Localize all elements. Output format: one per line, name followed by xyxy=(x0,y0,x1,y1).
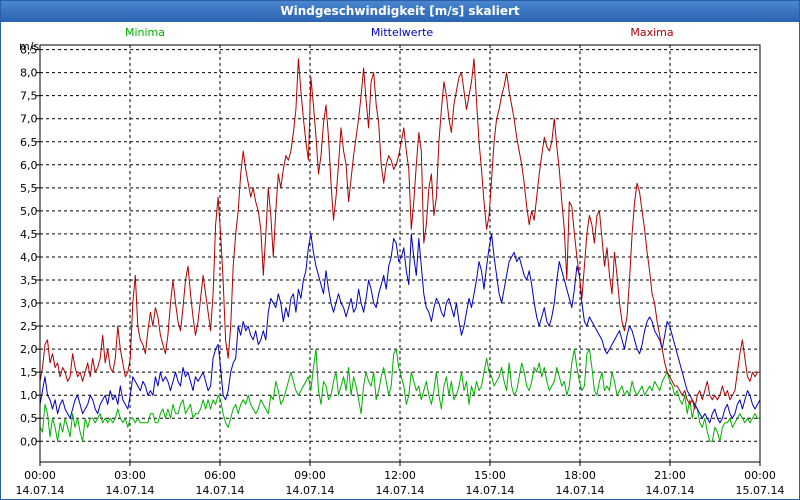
window-title: Windgeschwindigkeit [m/s] skaliert xyxy=(1,1,799,22)
x-tick-time: 21:00 xyxy=(654,469,686,482)
series-line-minima xyxy=(39,348,760,442)
grid-lines xyxy=(40,45,760,462)
y-tick-label: 7,0 xyxy=(20,113,38,126)
x-tick-date: 14.07.14 xyxy=(106,484,155,497)
x-tick-date: 14.07.14 xyxy=(286,484,335,497)
x-axis-ticks: 00:00 14.07.14 03:00 14.07.14 06:00 14.07.14 0… xyxy=(16,462,785,497)
y-tick-label: 8,0 xyxy=(20,67,38,80)
y-tick-label: 7,5 xyxy=(20,90,38,103)
y-tick-label: 3,0 xyxy=(20,297,38,310)
y-tick-label: 3,5 xyxy=(20,274,38,287)
y-axis-label: m/s xyxy=(19,40,39,53)
legend-entry-maxima: Maxima xyxy=(630,26,673,39)
y-tick-label: 4,0 xyxy=(20,251,38,264)
y-tick-label: 5,0 xyxy=(20,205,38,218)
y-tick-label: 1,0 xyxy=(20,389,38,402)
x-tick-time: 12:00 xyxy=(384,469,416,482)
series-lines xyxy=(39,58,761,442)
series-line-mittelwerte xyxy=(39,233,761,424)
y-tick-label: 0,0 xyxy=(20,435,38,448)
y-tick-label: 4,5 xyxy=(20,228,38,241)
y-tick-label: 0,5 xyxy=(20,412,38,425)
legend-entry-mittelwerte: Mittelwerte xyxy=(371,26,434,39)
y-tick-label: 1,5 xyxy=(20,366,38,379)
x-tick-date: 14.07.14 xyxy=(646,484,695,497)
y-axis-ticks: 0,0 0,5 1,0 1,5 2,0 2,5 3,0 3,5 4,0 4,5 5,0 5,5 6,0 6… xyxy=(20,44,40,448)
x-tick-time: 03:00 xyxy=(114,469,146,482)
x-tick-time: 06:00 xyxy=(204,469,236,482)
legend-entry-minima: Minima xyxy=(125,26,165,39)
y-tick-label: 5,5 xyxy=(20,182,38,195)
x-tick-date: 14.07.14 xyxy=(556,484,605,497)
y-tick-label: 6,5 xyxy=(20,136,38,149)
x-tick-time: 00:00 xyxy=(24,469,56,482)
y-tick-label: 2,0 xyxy=(20,343,38,356)
y-tick-label: 6,0 xyxy=(20,159,38,172)
x-tick-date: 15.07.14 xyxy=(736,484,785,497)
y-tick-label: 8,5 xyxy=(20,44,38,57)
series-line-maxima xyxy=(39,58,760,410)
plot-frame xyxy=(39,44,761,463)
x-tick-time: 18:00 xyxy=(564,469,596,482)
x-tick-date: 14.07.14 xyxy=(16,484,65,497)
x-tick-date: 14.07.14 xyxy=(196,484,245,497)
x-tick-time: 09:00 xyxy=(294,469,326,482)
legend: Minima Mittelwerte Maxima xyxy=(125,26,674,39)
x-tick-time: 15:00 xyxy=(474,469,506,482)
x-tick-date: 14.07.14 xyxy=(466,484,515,497)
x-tick-date: 14.07.14 xyxy=(376,484,425,497)
x-tick-time: 00:00 xyxy=(744,469,776,482)
y-tick-label: 2,5 xyxy=(20,320,38,333)
